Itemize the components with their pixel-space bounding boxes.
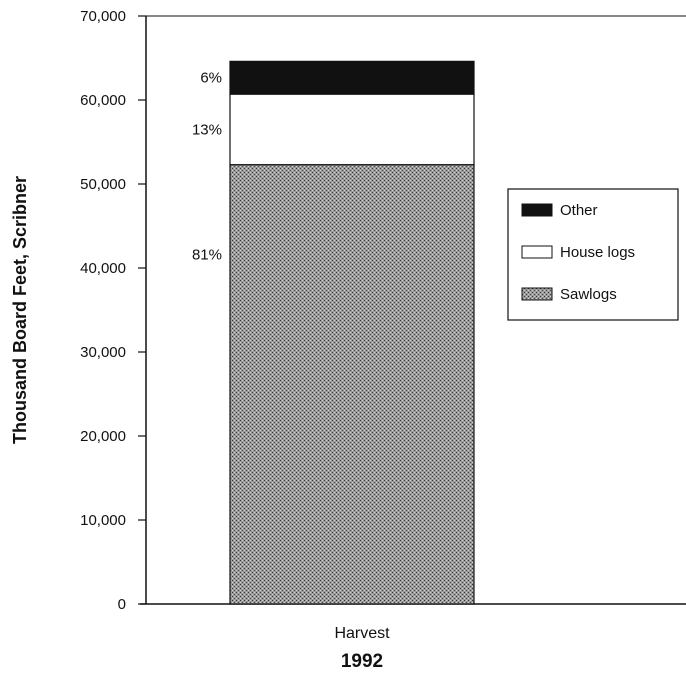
y-axis-label: Thousand Board Feet, Scribner [10,176,30,444]
bar-segment-sawlogs [229,164,475,605]
y-tick-label: 60,000 [80,92,126,109]
y-tick-label: 50,000 [80,176,126,193]
category-label: Harvest [334,625,390,642]
bar-segments [229,60,475,605]
y-tick-label: 30,000 [80,344,126,361]
bar-segment-other [229,60,475,95]
legend-swatch-other [521,203,553,217]
y-ticks: 0 10,000 20,000 30,000 40,000 50,000 60,000 70,… [80,8,146,613]
bar-segment-house-logs [229,93,475,166]
y-tick-label: 10,000 [80,512,126,529]
percent-labels: 81% 13% 6% [192,70,222,264]
y-tick-label: 70,000 [80,8,126,25]
legend-label: Other [560,202,598,219]
legend-label: House logs [560,244,635,261]
percent-label: 81% [192,247,222,264]
legend-swatch-sawlogs [521,287,553,301]
y-tick-label: 40,000 [80,260,126,277]
percent-label: 6% [200,70,222,87]
legend-swatch-house-logs [521,245,553,259]
legend-label: Sawlogs [560,286,617,303]
percent-label: 13% [192,121,222,138]
legend: Other House logs Sawlogs [507,188,679,321]
x-axis-label: 1992 [341,651,383,672]
y-tick-label: 0 [118,596,126,613]
y-tick-label: 20,000 [80,428,126,445]
